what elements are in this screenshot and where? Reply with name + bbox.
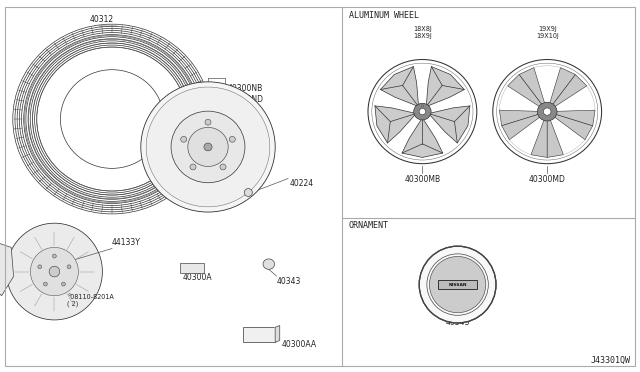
FancyBboxPatch shape [180,263,204,273]
Polygon shape [380,67,419,106]
Text: 40300AA: 40300AA [282,340,317,349]
Polygon shape [549,68,575,106]
Ellipse shape [52,254,56,258]
Polygon shape [499,110,540,126]
Ellipse shape [419,109,426,115]
Ellipse shape [171,111,245,183]
Text: 40343: 40343 [445,318,470,327]
Polygon shape [554,86,595,111]
Text: 40300NB
40300ND: 40300NB 40300ND [227,84,263,104]
Ellipse shape [538,102,557,121]
Polygon shape [425,90,470,113]
Text: 40300A: 40300A [182,273,212,282]
Polygon shape [509,116,545,155]
Ellipse shape [31,247,79,296]
Ellipse shape [180,137,187,142]
Text: 19X9J
19X10J: 19X9J 19X10J [536,26,559,39]
Polygon shape [387,113,424,153]
Polygon shape [554,110,595,126]
Text: 40312: 40312 [90,15,114,24]
Ellipse shape [141,82,275,212]
Polygon shape [413,66,431,107]
Text: 40300MB: 40300MB [404,175,440,184]
Ellipse shape [61,282,65,286]
Polygon shape [508,74,543,108]
Text: ORNAMENT: ORNAMENT [349,221,389,230]
Ellipse shape [6,223,102,320]
Text: 18X8J
18X9J: 18X8J 18X9J [413,26,432,39]
Ellipse shape [205,119,211,125]
Ellipse shape [429,256,486,313]
Polygon shape [534,66,561,105]
Bar [438,280,477,289]
Polygon shape [552,74,587,108]
Polygon shape [429,106,470,143]
Ellipse shape [419,246,496,323]
Polygon shape [426,67,465,106]
Polygon shape [519,68,545,106]
Polygon shape [547,118,563,157]
Polygon shape [375,106,416,143]
Polygon shape [422,112,458,153]
Ellipse shape [413,103,431,120]
Ellipse shape [67,265,71,269]
Text: ALUMINUM WHEEL: ALUMINUM WHEEL [349,11,419,20]
Polygon shape [531,118,547,157]
Ellipse shape [229,137,236,142]
Ellipse shape [372,63,473,160]
Text: 40343: 40343 [276,277,301,286]
Ellipse shape [368,60,477,164]
Text: °08110-8201A
( 2): °08110-8201A ( 2) [67,294,114,307]
Polygon shape [553,114,593,140]
Polygon shape [402,118,443,157]
Ellipse shape [543,108,551,115]
Ellipse shape [190,164,196,170]
Ellipse shape [493,60,602,164]
Ellipse shape [263,259,275,269]
Polygon shape [502,114,541,140]
Ellipse shape [44,282,47,286]
Bar [243,327,275,342]
Ellipse shape [60,70,164,169]
Ellipse shape [49,266,60,277]
Ellipse shape [244,189,252,196]
Ellipse shape [146,87,270,207]
Polygon shape [0,243,13,296]
Polygon shape [275,326,280,342]
Polygon shape [550,116,585,155]
Ellipse shape [188,127,228,167]
Ellipse shape [38,265,42,269]
Text: 40224: 40224 [289,179,314,188]
Ellipse shape [421,105,424,107]
Text: NISSAN: NISSAN [449,283,467,286]
Ellipse shape [204,143,212,151]
Polygon shape [499,86,541,111]
Ellipse shape [497,63,598,160]
Text: J43301QW: J43301QW [590,356,630,365]
Text: 44133Y: 44133Y [112,238,141,247]
Ellipse shape [220,164,226,170]
Polygon shape [375,90,419,115]
Text: 40300MD: 40300MD [529,175,566,184]
